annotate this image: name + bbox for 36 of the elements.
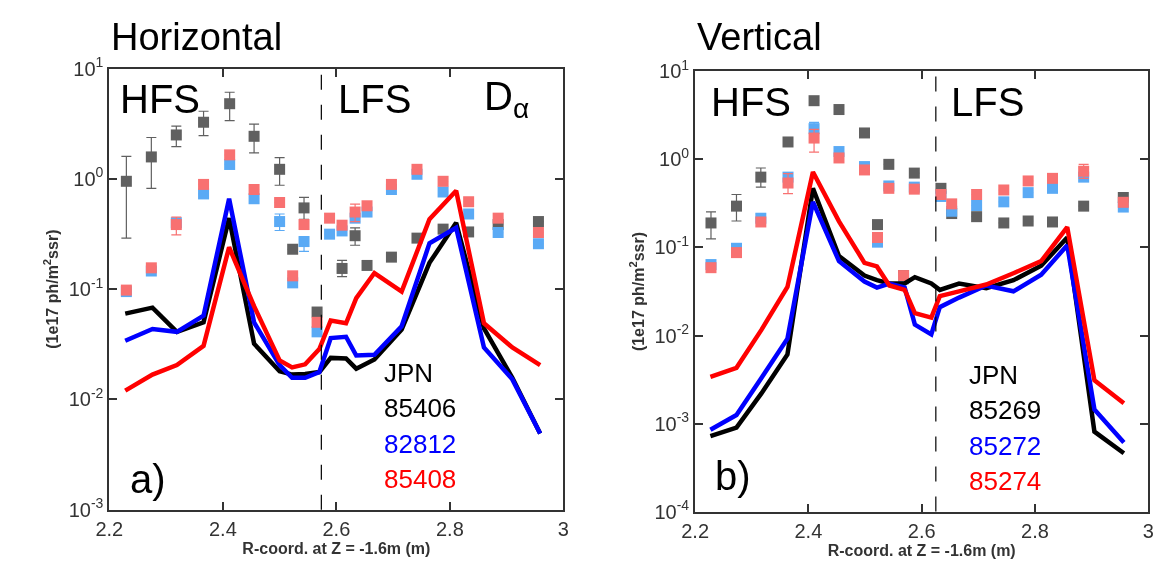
y-tick-label: 10$^{-2}$ (68, 385, 104, 411)
series-label: 85406 (384, 393, 457, 423)
annotation: D$_{α}$ (484, 74, 530, 125)
x-tick-label: 3 (557, 517, 569, 540)
y-tick-label: 10$^{0}$ (73, 164, 104, 190)
chart-title: Horizontal (111, 16, 283, 58)
x-tick-label: 2.6 (322, 517, 351, 540)
text: 85272 (969, 431, 1042, 461)
legend-title: JPN (384, 358, 434, 388)
y-tick-label: 10$^{0}$ (659, 145, 690, 171)
annotation: b) (715, 454, 751, 498)
x-tick-label: 2.8 (1021, 519, 1049, 542)
x-axis-title: R-coord. at Z = -1.6m (m) (827, 541, 1016, 559)
x-axis-title: R-coord. at Z = -1.6m (m) (242, 539, 431, 557)
x-tick-label: 2.8 (435, 517, 464, 540)
legend-title: JPN (969, 360, 1019, 390)
text: 85274 (969, 466, 1042, 496)
y-tick-label: 10$^{1}$ (73, 54, 104, 80)
x-tick-label: 3 (1142, 519, 1154, 542)
text: 82812 (384, 429, 457, 459)
annotation: a) (130, 457, 166, 501)
y-tick-label: 10$^{-1}$ (654, 233, 690, 259)
x-tick-label: 2.4 (208, 517, 237, 540)
y-tick-label: 10$^{1}$ (659, 57, 690, 83)
text: 85408 (384, 464, 457, 494)
y-tick-label: 10$^{-1}$ (68, 274, 104, 301)
annotation: LFS (951, 80, 1025, 124)
annotation: HFS (711, 80, 791, 124)
x-tick-label: 2.6 (907, 519, 936, 542)
chart-title: Vertical (697, 16, 822, 58)
y-tick-label: 10$^{-3}$ (654, 409, 690, 435)
y-tick-label: 10$^{-2}$ (654, 321, 690, 347)
series-label: 85269 (969, 395, 1042, 425)
x-tick-label: 2.4 (794, 519, 823, 542)
annotation: LFS (338, 77, 412, 121)
annotation: HFS (120, 77, 200, 121)
